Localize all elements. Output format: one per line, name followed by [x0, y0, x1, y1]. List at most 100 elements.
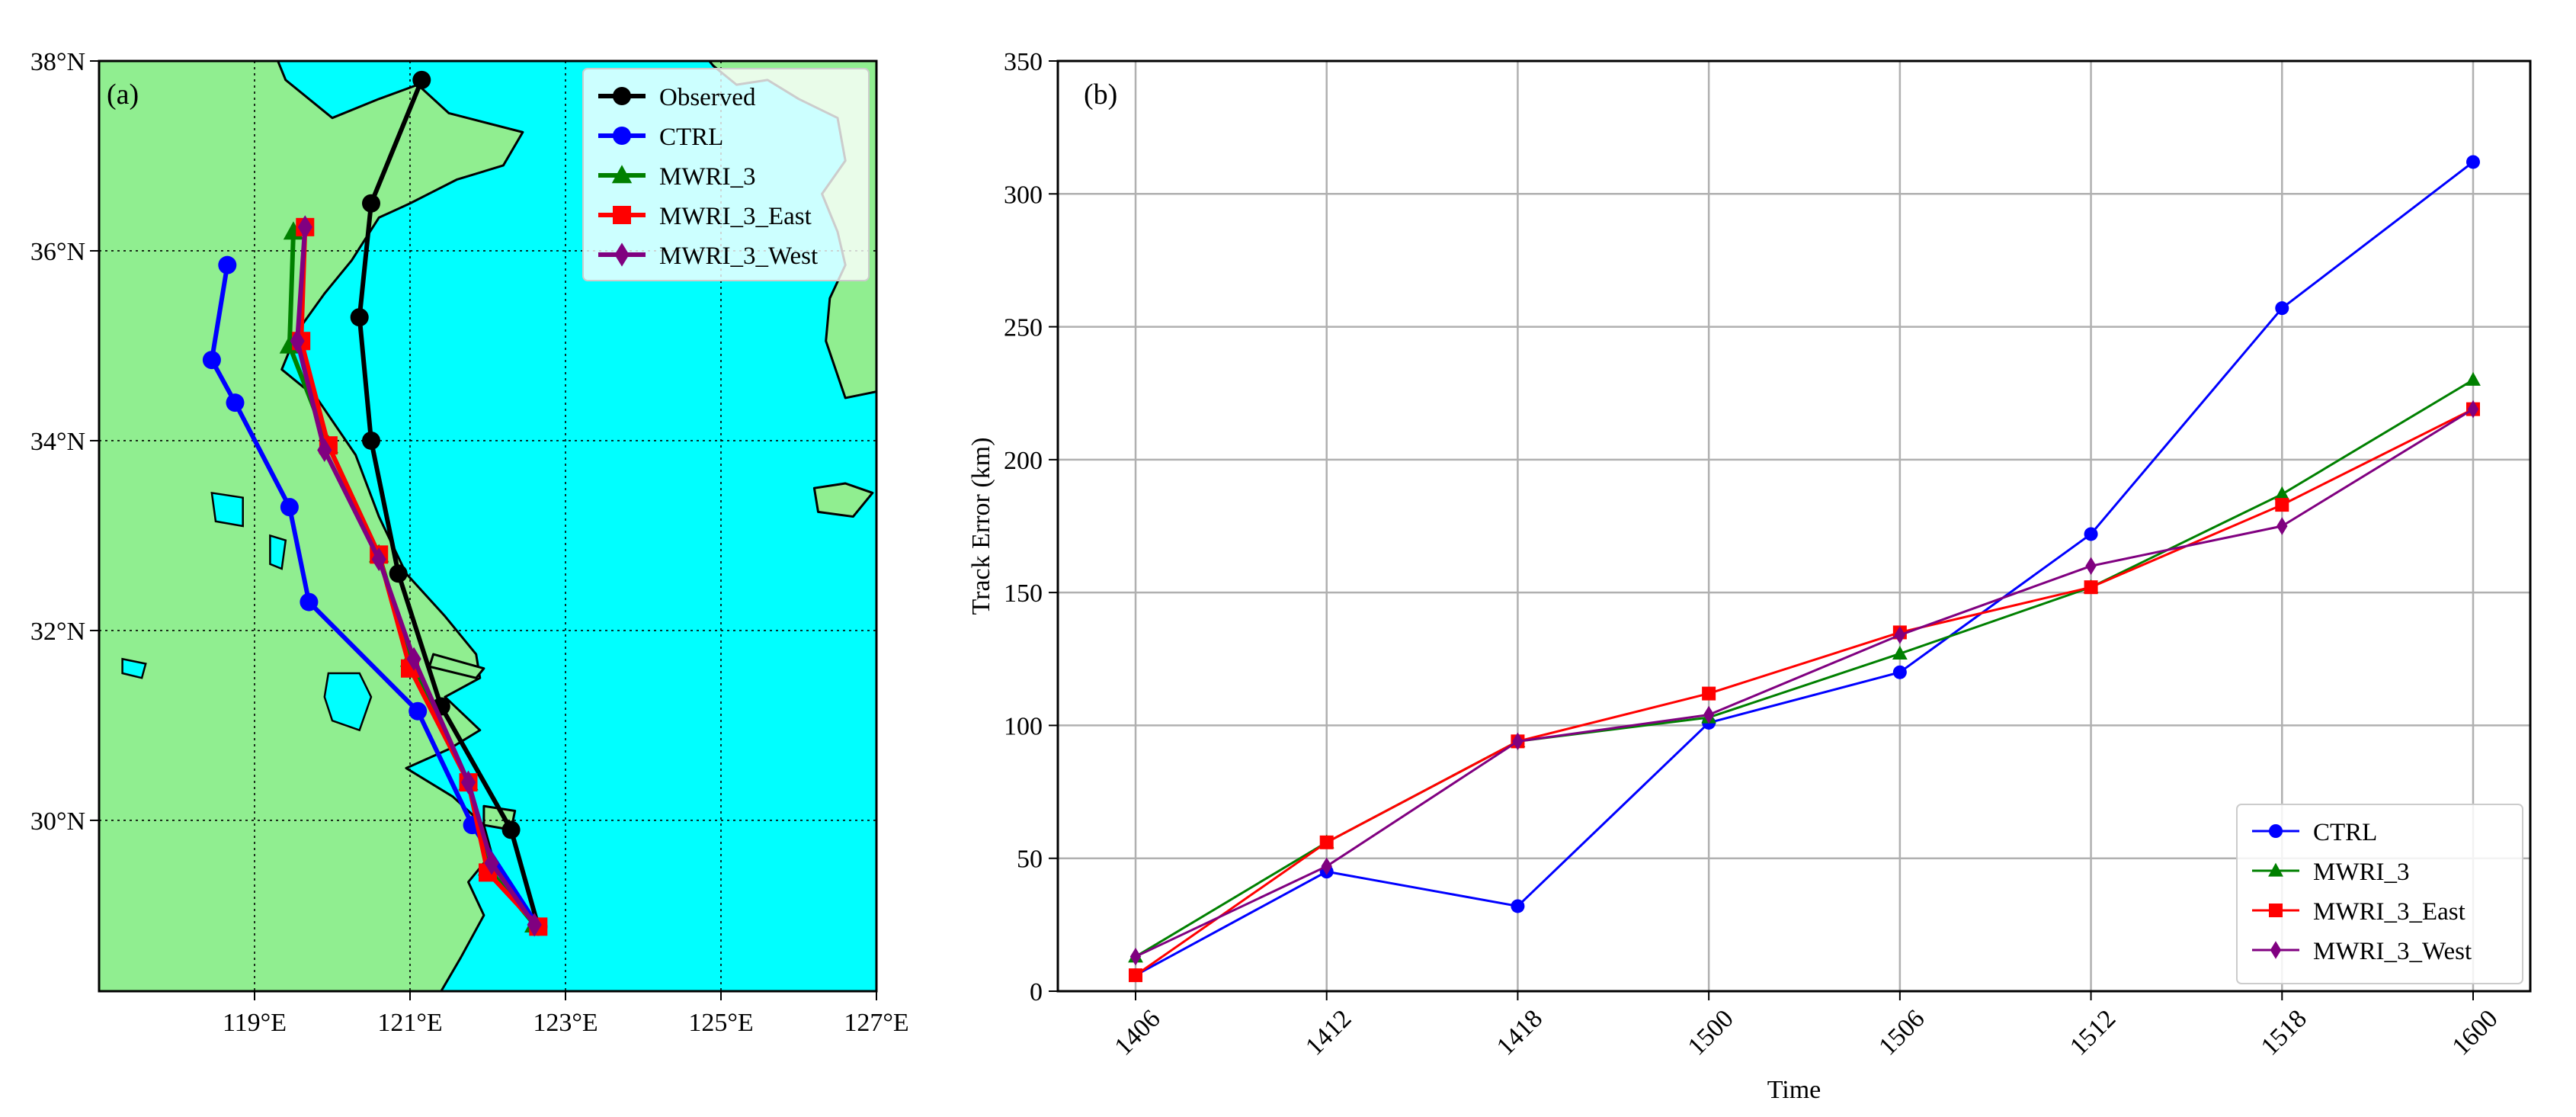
legend-item: Observed	[598, 84, 756, 111]
legend-label: MWRI_3_West	[2313, 938, 2472, 965]
y-tick-label: 250	[1004, 314, 1043, 342]
track-point	[484, 851, 499, 875]
track-point	[202, 351, 221, 370]
x-tick-label: 121°E	[377, 1009, 442, 1037]
x-tick-label: 1600	[2446, 1004, 2503, 1061]
map-tracks	[202, 70, 548, 937]
chart-series	[1128, 155, 2481, 983]
series-mwri-3-west	[1129, 400, 2479, 966]
track-point	[527, 913, 542, 937]
track-point	[317, 438, 332, 463]
data-point	[2467, 400, 2479, 419]
lake-chaohu	[121, 657, 147, 679]
legend-label: MWRI_3	[659, 163, 756, 191]
legend-marker	[2270, 941, 2282, 959]
legend-item: MWRI_3_West	[2252, 938, 2472, 965]
map-legend: Observed CTRL MWRI_3 MWRI_3_East MWRI_3_West	[582, 68, 870, 281]
data-point	[1512, 732, 1523, 751]
series-line	[1135, 408, 2474, 958]
legend-marker	[613, 206, 631, 224]
chart-grid	[1058, 59, 2530, 993]
data-point	[2275, 498, 2289, 512]
lake-taihu	[323, 672, 373, 732]
series-line	[1135, 161, 2474, 977]
data-point	[2084, 527, 2098, 541]
data-point	[1894, 626, 1906, 644]
legend-marker	[613, 87, 631, 105]
y-tick-label: 50	[1017, 846, 1043, 874]
x-axis-label: Time	[1767, 1076, 1821, 1104]
lake-hongze	[210, 491, 244, 528]
track-line	[295, 226, 537, 926]
y-tick-label: 300	[1004, 181, 1043, 209]
track-point	[226, 393, 245, 412]
y-tick-label: 36°N	[30, 238, 85, 266]
track-line	[357, 79, 541, 928]
x-tick-label: 125°E	[688, 1009, 753, 1037]
legend-box	[2236, 804, 2523, 984]
legend-marker	[611, 165, 633, 184]
legend-marker	[2268, 862, 2283, 877]
data-point	[2274, 486, 2290, 500]
data-point	[2465, 371, 2481, 386]
track-point	[409, 701, 428, 721]
data-point	[1892, 665, 1907, 679]
x-tick-label: 1406	[1109, 1004, 1165, 1061]
data-point	[2275, 301, 2289, 316]
legend-marker	[614, 242, 630, 267]
x-tick-label: 1518	[2256, 1004, 2312, 1061]
chart-frame	[1056, 59, 2532, 993]
legend-label: CTRL	[2313, 819, 2377, 846]
legend-item: MWRI_3_East	[598, 203, 812, 230]
chongming-island	[428, 653, 485, 679]
track-point	[218, 255, 237, 274]
y-tick-label: 200	[1004, 447, 1043, 475]
series-mwri-3-east	[1129, 402, 2480, 983]
y-tick-label: 350	[1004, 48, 1043, 76]
x-tick-label: 119°E	[223, 1009, 287, 1037]
y-tick-label: 0	[1030, 978, 1043, 1006]
x-tick-label: 127°E	[844, 1009, 908, 1037]
data-point	[1319, 835, 1334, 849]
track-point	[297, 215, 312, 239]
y-tick-label: 30°N	[30, 807, 85, 836]
x-tick-label: 123°E	[533, 1009, 598, 1037]
track-point	[362, 431, 380, 450]
data-point	[2466, 155, 2480, 169]
data-point	[2085, 557, 2097, 575]
track-point	[501, 820, 521, 839]
data-point	[1129, 968, 1142, 983]
legend-item: MWRI_3_East	[2252, 898, 2465, 926]
legend-item: CTRL	[598, 124, 723, 151]
track-observed	[350, 70, 548, 936]
legend-label: MWRI_3	[2313, 859, 2410, 886]
data-point	[1129, 947, 1142, 966]
data-point	[2276, 517, 2288, 535]
legend-marker	[613, 127, 631, 145]
track-point	[412, 70, 431, 89]
legend-box	[582, 68, 870, 281]
x-tick-label: 1418	[1491, 1004, 1548, 1061]
lake-gaoyou	[269, 534, 287, 570]
track-point	[300, 592, 319, 611]
track-point	[290, 329, 305, 353]
y-axis-label: Track Error (km)	[967, 438, 995, 615]
data-point	[1702, 686, 1716, 701]
legend-item: CTRL	[2252, 819, 2377, 846]
legend-label: MWRI_3_East	[659, 203, 812, 230]
panel-b-track-error-chart: 1406 1412 1418 1500 1506 1512 1518 1600 0 50 100 15…	[967, 48, 2532, 1104]
legend-item: MWRI_3	[598, 163, 756, 191]
panel-label-b: (b)	[1084, 79, 1117, 111]
legend-marker	[2269, 824, 2283, 838]
y-tick-label: 38°N	[30, 48, 85, 76]
data-point	[1321, 857, 1332, 875]
x-tick-label: 1512	[2065, 1004, 2121, 1061]
data-point	[2084, 580, 2098, 595]
series-line	[1135, 408, 2474, 977]
legend-item: MWRI_3	[2252, 859, 2410, 886]
track-mwri-3-west	[290, 215, 542, 937]
x-tick-label: 1500	[1683, 1004, 1739, 1061]
legend-label: MWRI_3_East	[2313, 898, 2465, 926]
legend-label: MWRI_3_West	[659, 242, 818, 270]
x-tick-label: 1506	[1873, 1004, 1930, 1061]
